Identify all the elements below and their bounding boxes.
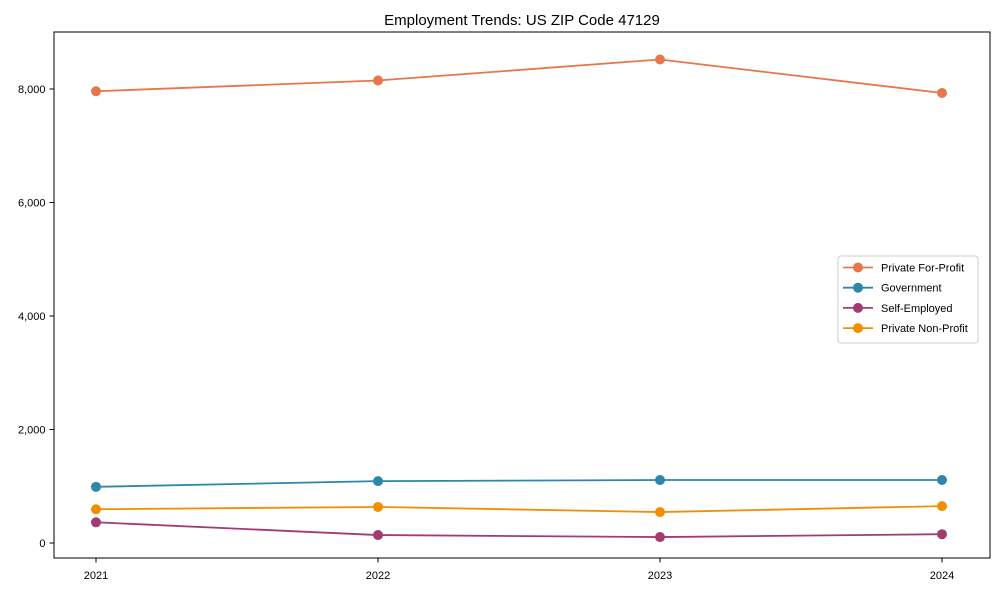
- legend-marker-dot: [853, 302, 863, 313]
- y-tick-label: 4,000: [18, 311, 46, 323]
- x-tick-label: 2021: [84, 570, 108, 582]
- chart-title: Employment Trends: US ZIP Code 47129: [384, 12, 660, 29]
- legend: Private For-Profit Government Self-Employe…: [837, 255, 979, 344]
- y-tick-label: 6,000: [18, 197, 46, 209]
- series-private-non-profit: [91, 501, 947, 518]
- series-line-private-non-profit: [95, 505, 943, 513]
- data-point-private-non-profit: [937, 501, 947, 512]
- data-point-government: [937, 475, 947, 486]
- data-point-private-non-profit: [373, 501, 383, 512]
- data-point-private-non-profit: [655, 507, 665, 518]
- series-line-government: [95, 479, 942, 488]
- legend-label: Self-Employed: [881, 303, 953, 315]
- data-point-self-employed: [655, 532, 665, 543]
- series-private-for-profit: [91, 54, 947, 98]
- data-point-self-employed: [373, 530, 383, 541]
- data-point-self-employed: [937, 529, 947, 540]
- legend-item-private-for-profit: Private For-Profit: [843, 262, 964, 275]
- series-government: [91, 475, 947, 492]
- plot-area: 0 2,000 4,000 6,000 8,000 2021 2022 2023 2024 Pri…: [18, 31, 991, 582]
- legend-box: [837, 255, 979, 344]
- y-tick-label: 8,000: [18, 84, 46, 96]
- y-tick-label: 0: [39, 538, 45, 550]
- legend-label: Private Non-Profit: [881, 323, 968, 335]
- data-point-private-for-profit: [373, 75, 383, 86]
- data-point-government: [655, 475, 665, 486]
- legend-label: Private For-Profit: [881, 263, 964, 275]
- data-point-self-employed: [91, 517, 101, 528]
- legend-marker-dot: [853, 282, 863, 293]
- legend-item-government: Government: [843, 282, 942, 295]
- x-tick-label: 2024: [930, 570, 954, 582]
- legend-item-private-non-profit: Private Non-Profit: [843, 323, 968, 335]
- data-point-private-for-profit: [655, 54, 665, 65]
- legend-item-self-employed: Self-Employed: [843, 302, 953, 315]
- data-point-government: [91, 481, 101, 492]
- series-line-private-for-profit: [95, 58, 943, 94]
- data-point-private-non-profit: [91, 504, 101, 515]
- x-tick-label: 2023: [648, 570, 672, 582]
- y-tick-label: 2,000: [18, 424, 46, 436]
- series-self-employed: [91, 517, 947, 543]
- data-point-private-for-profit: [91, 86, 101, 97]
- legend-marker-dot: [853, 262, 863, 273]
- data-point-government: [373, 476, 383, 487]
- legend-label: Government: [881, 283, 942, 295]
- plot-border: [53, 31, 991, 559]
- x-tick-label: 2022: [366, 570, 390, 582]
- data-point-private-for-profit: [937, 87, 947, 98]
- legend-marker-dot: [853, 323, 863, 334]
- series-line-self-employed: [95, 521, 943, 538]
